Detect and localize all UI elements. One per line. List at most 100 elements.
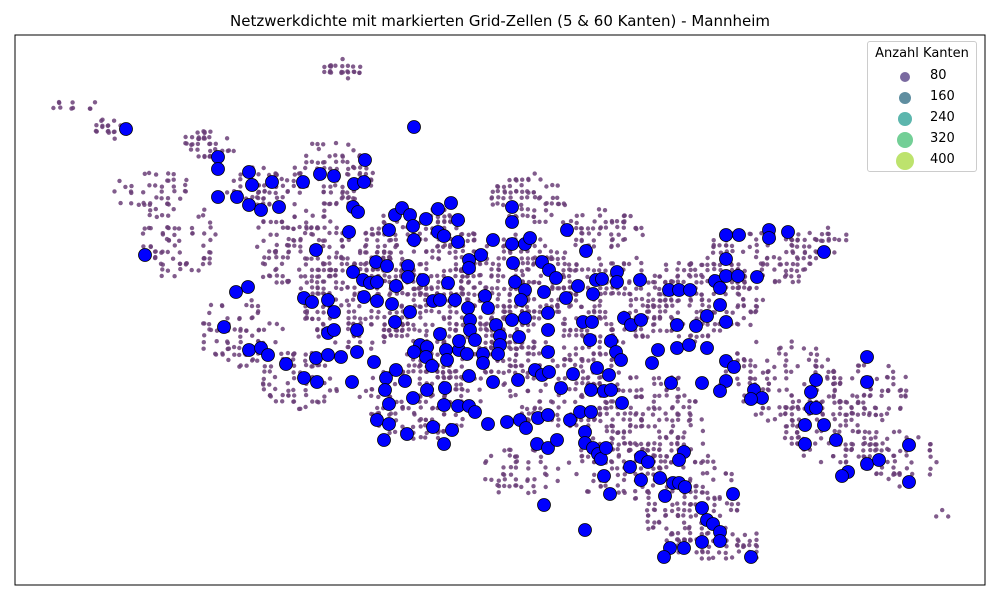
- density-point: [753, 542, 759, 548]
- density-point: [508, 250, 513, 255]
- density-point: [711, 261, 716, 267]
- density-point: [315, 141, 320, 147]
- density-point: [692, 399, 698, 404]
- density-point: [381, 255, 386, 260]
- density-point: [261, 219, 266, 224]
- density-point: [273, 399, 279, 404]
- density-point: [370, 170, 375, 176]
- density-point: [238, 334, 243, 339]
- density-point: [532, 489, 537, 495]
- density-point: [159, 196, 164, 201]
- density-point: [843, 453, 848, 458]
- density-point: [892, 459, 898, 464]
- density-point: [322, 208, 327, 213]
- density-point: [688, 502, 693, 507]
- density-point: [868, 436, 874, 441]
- density-point: [363, 171, 369, 177]
- density-point: [364, 250, 369, 255]
- density-point: [532, 195, 538, 200]
- density-point: [555, 423, 561, 428]
- density-point: [663, 513, 668, 518]
- density-point: [454, 368, 459, 374]
- density-point: [502, 304, 507, 309]
- density-point: [580, 394, 585, 400]
- density-point: [507, 357, 512, 362]
- density-point: [177, 250, 182, 255]
- density-point: [417, 381, 422, 386]
- density-point: [231, 148, 236, 154]
- density-point: [602, 208, 608, 213]
- highlighted-grid-cell-point: [541, 408, 555, 422]
- density-point: [580, 213, 585, 218]
- density-point: [346, 316, 351, 321]
- density-point: [705, 255, 710, 261]
- density-point: [747, 538, 752, 544]
- density-point: [711, 459, 716, 464]
- density-point: [711, 328, 717, 333]
- density-point: [574, 333, 579, 338]
- density-point: [616, 232, 621, 237]
- density-point: [789, 274, 794, 279]
- density-point: [855, 400, 860, 406]
- density-point: [795, 435, 801, 440]
- density-point: [231, 344, 237, 350]
- density-point: [166, 213, 171, 218]
- density-point: [520, 368, 526, 374]
- density-point: [825, 231, 830, 236]
- density-point: [369, 387, 374, 392]
- density-point: [291, 183, 296, 189]
- density-point: [706, 304, 712, 309]
- density-point: [886, 363, 891, 369]
- density-point: [58, 105, 63, 110]
- density-point: [340, 256, 346, 261]
- density-point: [585, 328, 590, 333]
- density-point: [201, 346, 206, 351]
- density-point: [280, 195, 285, 200]
- density-point: [489, 339, 494, 344]
- density-point: [327, 70, 332, 75]
- density-point: [688, 274, 693, 279]
- density-point: [260, 261, 266, 266]
- highlighted-grid-cell-point: [719, 374, 733, 388]
- density-point: [465, 273, 470, 279]
- density-point: [639, 268, 644, 273]
- legend-label: 400: [930, 152, 955, 167]
- density-point: [268, 232, 273, 237]
- highlighted-grid-cell-point: [230, 190, 244, 204]
- density-point: [555, 195, 560, 200]
- density-point: [754, 242, 759, 248]
- density-point: [693, 273, 699, 278]
- density-point: [904, 453, 909, 458]
- density-point: [688, 423, 693, 428]
- density-point: [429, 308, 434, 314]
- density-point: [315, 160, 321, 165]
- density-point: [754, 237, 759, 242]
- density-point: [891, 382, 896, 387]
- density-point: [644, 508, 650, 513]
- highlighted-grid-cell-point: [602, 368, 616, 382]
- density-point: [274, 219, 279, 225]
- highlighted-grid-cell-point: [695, 535, 709, 549]
- density-point: [898, 405, 903, 411]
- density-point: [466, 291, 471, 296]
- highlighted-grid-cell-point: [614, 353, 628, 367]
- density-point: [711, 477, 716, 482]
- density-point: [387, 274, 392, 280]
- density-point: [477, 321, 483, 326]
- density-point: [292, 243, 297, 248]
- density-point: [531, 309, 537, 314]
- density-point: [502, 286, 507, 292]
- density-point: [274, 255, 279, 260]
- density-point: [784, 387, 789, 392]
- density-point: [855, 412, 861, 417]
- density-point: [658, 292, 663, 297]
- density-point: [638, 286, 644, 291]
- density-point: [417, 304, 422, 309]
- density-point: [634, 375, 639, 380]
- density-point: [471, 285, 476, 290]
- density-point: [819, 364, 825, 369]
- highlighted-grid-cell-point: [727, 360, 741, 374]
- density-point: [478, 327, 483, 332]
- density-point: [910, 471, 915, 477]
- density-point: [291, 226, 296, 232]
